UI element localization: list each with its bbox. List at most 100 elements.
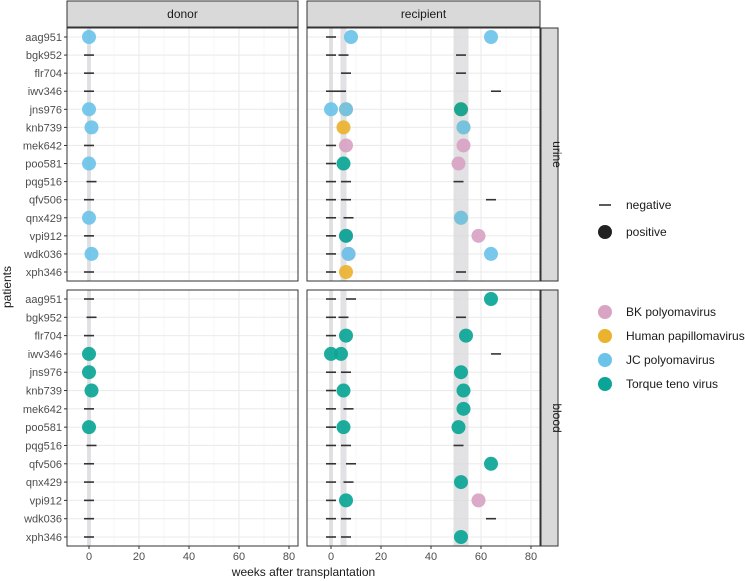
positive-point [84,120,99,135]
positive-point [336,120,351,135]
x-tick-label: 20 [133,551,145,563]
x-tick-label: 60 [475,551,487,563]
legend-positive-label: positive [626,225,667,239]
shaded-band [87,290,91,546]
shaded-band [329,28,333,281]
panel-background [67,290,298,546]
strip-urine [540,27,559,282]
positive-point [454,365,468,380]
positive-point [339,493,353,508]
positive-point [484,456,498,471]
y-tick-label: poo581 [25,159,62,171]
positive-point [339,138,353,153]
positive-point [339,228,353,243]
y-tick-label: vpi912 [30,231,62,243]
x-tick-label: 60 [233,551,245,563]
y-tick-label: pqg516 [25,177,62,189]
shaded-band [453,28,469,281]
y-tick-label: qnx429 [26,213,62,225]
y-tick-label: wdk036 [23,249,62,261]
positive-point [454,530,468,544]
legend-virus-label: JC polyomavirus [626,353,715,367]
x-tick-label: 80 [525,551,537,563]
legend-virus-key [598,353,612,367]
panel-recipient-urine [306,27,541,282]
y-tick-label: xph346 [26,532,62,544]
positive-point [82,156,96,171]
x-tick-label: 40 [425,551,437,563]
positive-point [339,102,353,117]
positive-point [336,383,351,398]
positive-point [451,156,466,171]
positive-point [324,102,338,117]
positive-point [334,346,348,361]
y-tick-label: flr704 [34,68,62,80]
positive-point [82,210,96,225]
y-axis-title: patients [0,266,14,308]
y-tick-label: flr704 [34,331,62,343]
y-tick-label: vpi912 [30,495,62,507]
positive-point [84,383,99,398]
x-tick-label: 20 [375,551,387,563]
panel-border [66,27,299,282]
positive-point [484,30,498,44]
x-tick-label: 40 [183,551,195,563]
positive-point [484,292,498,306]
legend-virus-label: BK polyomavirus [626,305,716,319]
positive-point [454,475,468,490]
x-tick-label: 0 [328,551,334,563]
x-tick-label: 80 [283,551,295,563]
shaded-band [340,28,347,281]
strip-label-urine: urine [550,141,564,168]
panel-donor-urine [66,27,299,282]
y-tick-label: qfv506 [29,459,62,471]
y-tick-label: jns976 [29,367,62,379]
panel-donor-blood [66,289,299,547]
positive-point [82,30,96,44]
y-tick-label: iwv346 [28,349,62,361]
shaded-band [340,290,347,546]
positive-point [459,328,473,343]
positive-point [336,420,351,435]
positive-point [471,228,486,243]
y-tick-label: iwv346 [28,86,62,98]
y-tick-label: poo581 [25,422,62,434]
positive-point [454,210,468,225]
shaded-band [453,290,469,546]
y-tick-label: qfv506 [29,195,62,207]
positive-point [339,328,353,343]
x-tick-label: 0 [86,551,92,563]
legend-virus-key [598,377,612,391]
positive-point [341,246,356,261]
panel-border [66,289,299,547]
y-tick-label: pqg516 [25,440,62,452]
legend-positive-key [598,225,612,239]
panel-background [67,28,298,281]
y-tick-label: xph346 [26,267,62,279]
positive-point [82,346,96,361]
y-tick-label: aag951 [25,32,62,44]
positive-point [456,120,471,135]
positive-point [336,156,351,171]
panel-border [306,27,541,282]
y-tick-label: bgk952 [26,50,62,62]
positive-point [82,420,96,435]
shaded-band [87,28,91,281]
positive-point [456,138,471,153]
positive-point [82,102,96,117]
y-tick-label: knb739 [26,122,62,134]
panel-recipient-blood [306,289,541,547]
y-tick-label: jns976 [29,104,62,116]
legend-virus-label: Torque teno virus [626,377,718,391]
positive-point [454,102,468,117]
y-tick-label: knb739 [26,386,62,398]
positive-point [451,420,466,435]
y-tick-label: mek642 [23,404,62,416]
shaded-band [329,290,333,546]
legend-virus-label: Human papillomavirus [626,329,745,343]
strip-recipient [306,0,541,28]
positive-point [456,401,471,416]
positive-point [456,383,471,398]
positive-point [484,246,498,261]
